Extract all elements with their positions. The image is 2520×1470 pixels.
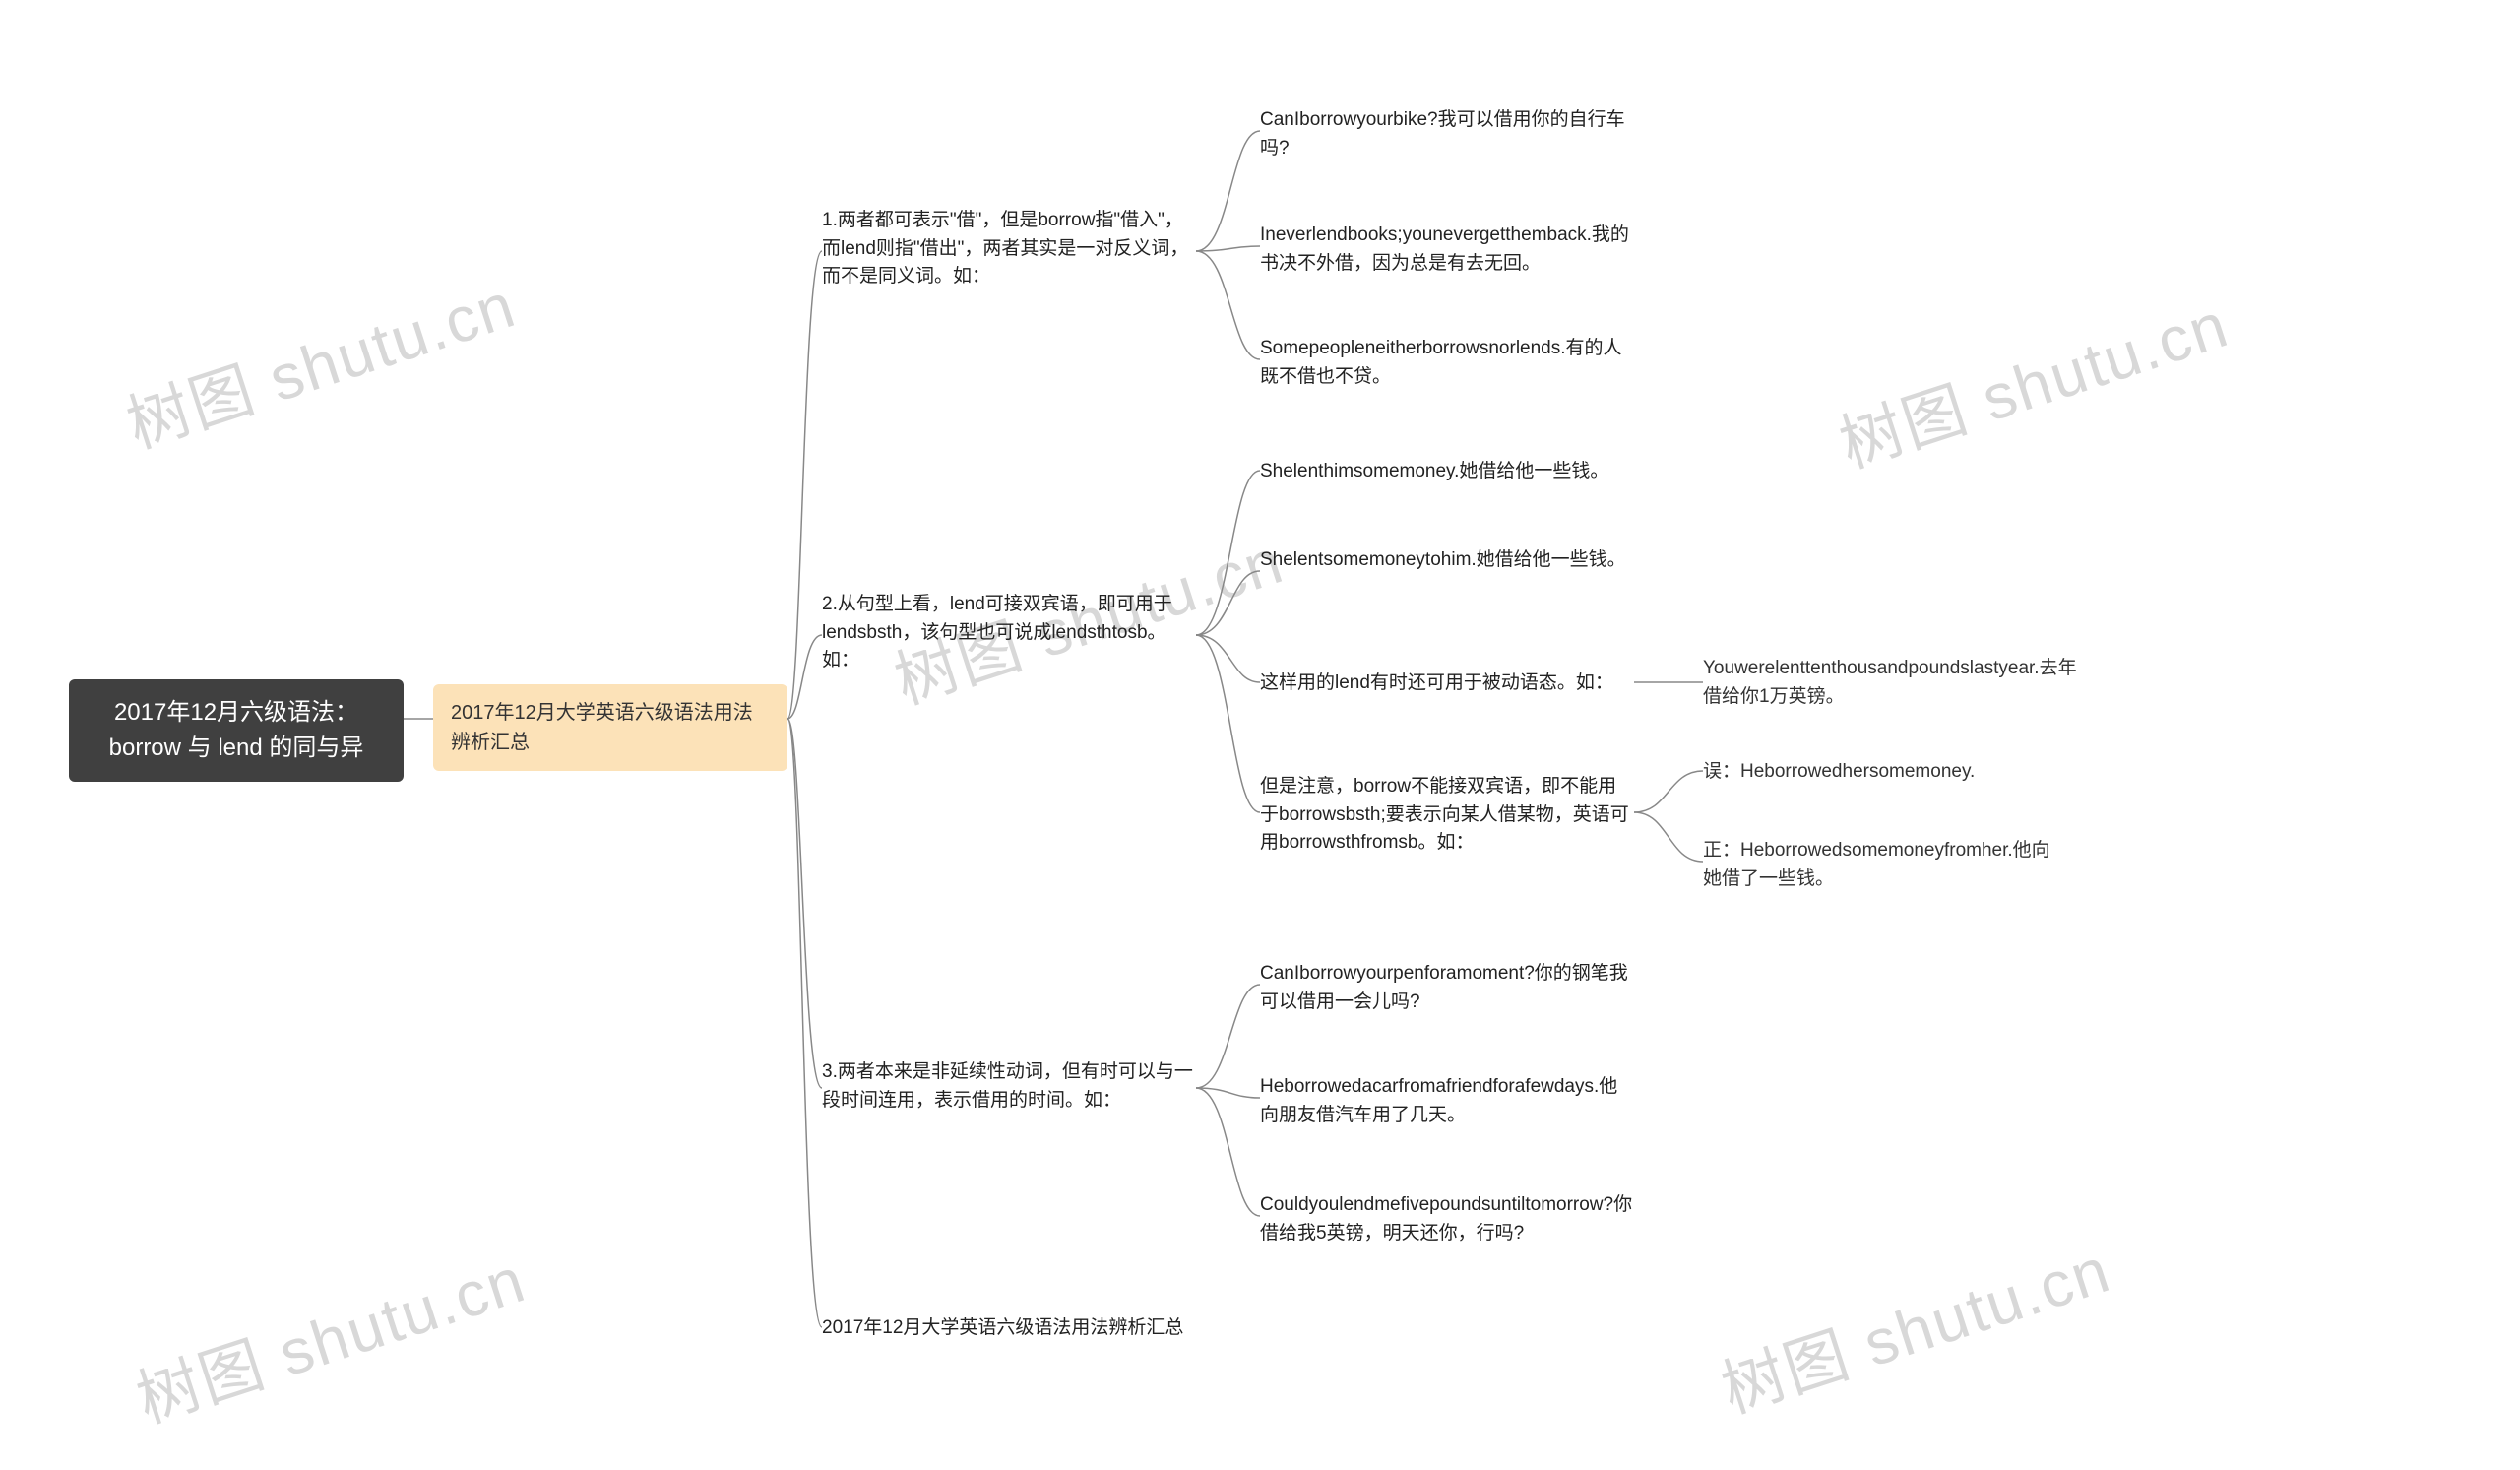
leaf-item[interactable]: 正：Heborrowedsomemoneyfromher.他向她借了一些钱。 [1703,837,2057,893]
section-4[interactable]: 2017年12月大学英语六级语法用法辨析汇总 [822,1314,1196,1343]
section-2[interactable]: 2.从句型上看，lend可接双宾语，即可用于lendsbsth，该句型也可说成l… [822,591,1196,675]
leaf-item[interactable]: Ineverlendbooks;younevergetthemback.我的书决… [1260,222,1634,278]
leaf-item[interactable]: 误：Heborrowedhersomemoney. [1703,758,2057,787]
level1-node[interactable]: 2017年12月大学英语六级语法用法辨析汇总 [433,684,788,771]
leaf-item[interactable]: Couldyoulendmefivepoundsuntiltomorrow?你借… [1260,1191,1634,1247]
leaf-item[interactable]: Somepeopleneitherborrowsnorlends.有的人既不借也… [1260,335,1634,391]
leaf-item[interactable]: Heborrowedacarfromafriendforafewdays.他向朋… [1260,1073,1634,1129]
watermark: 树图 shutu.cn [1827,275,2238,485]
leaf-item[interactable]: Shelentsomemoneytohim.她借给他一些钱。 [1260,546,1634,575]
section-3[interactable]: 3.两者本来是非延续性动词，但有时可以与一段时间连用，表示借用的时间。如： [822,1058,1196,1115]
leaf-item[interactable]: CanIborrowyourpenforamoment?你的钢笔我可以借用一会儿… [1260,960,1634,1016]
root-node[interactable]: 2017年12月六级语法：borrow 与 lend 的同与异 [69,679,404,782]
watermark: 树图 shutu.cn [124,1230,536,1440]
leaf-item[interactable]: 但是注意，borrow不能接双宾语，即不能用于borrowsbsth;要表示向某… [1260,773,1634,858]
watermark: 树图 shutu.cn [1709,1220,2120,1431]
leaf-item[interactable]: Youwerelenttenthousandpoundslastyear.去年借… [1703,655,2077,711]
leaf-item[interactable]: Shelenthimsomemoney.她借给他一些钱。 [1260,458,1634,486]
watermark: 树图 shutu.cn [114,255,526,466]
section-1[interactable]: 1.两者都可表示"借"，但是borrow指"借入"，而lend则指"借出"，两者… [822,207,1196,291]
leaf-item[interactable]: 这样用的lend有时还可用于被动语态。如： [1260,670,1634,698]
leaf-item[interactable]: CanIborrowyourbike?我可以借用你的自行车吗? [1260,106,1634,162]
mindmap-canvas: 树图 shutu.cn 树图 shutu.cn 树图 shutu.cn 树图 s… [0,0,2520,1470]
